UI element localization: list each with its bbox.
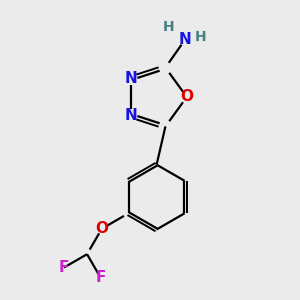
Text: H: H — [194, 30, 206, 44]
Text: N: N — [178, 32, 191, 47]
Text: N: N — [124, 108, 137, 123]
Text: F: F — [95, 270, 106, 285]
Text: O: O — [95, 221, 108, 236]
Text: F: F — [59, 260, 69, 275]
Text: N: N — [124, 71, 137, 86]
Text: O: O — [180, 89, 193, 104]
Text: H: H — [163, 20, 175, 34]
